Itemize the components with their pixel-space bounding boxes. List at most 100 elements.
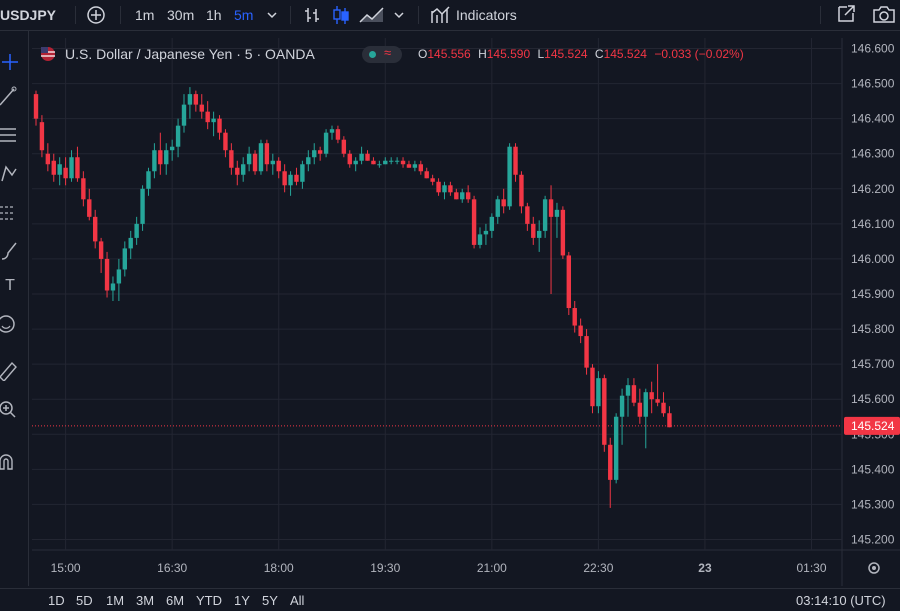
candle-body <box>365 153 370 161</box>
candle-body <box>394 160 400 162</box>
range-all[interactable]: All <box>290 593 305 608</box>
candle-body <box>400 160 406 165</box>
range-1y[interactable]: 1Y <box>234 593 250 608</box>
candle-body <box>122 248 127 270</box>
candle-body <box>590 367 595 407</box>
settings-icon[interactable] <box>868 562 880 574</box>
interval-1m[interactable]: 1m <box>135 7 155 23</box>
market-status-pill[interactable]: ≈ <box>362 45 402 63</box>
candle-body <box>258 143 264 172</box>
candle-body <box>643 392 648 417</box>
candle-body <box>51 160 56 175</box>
brush-icon[interactable] <box>0 239 20 261</box>
y-tick-label: 146.600 <box>851 42 895 56</box>
candle-body <box>323 132 329 154</box>
candle-body <box>424 171 429 179</box>
candle-body <box>294 174 299 182</box>
candle-body <box>566 255 571 309</box>
candle-body <box>625 385 631 396</box>
candle-body <box>631 385 637 403</box>
candle-style-icon[interactable] <box>331 4 351 26</box>
range-5d[interactable]: 5D <box>76 593 93 608</box>
candle-body <box>98 241 104 259</box>
candle-body <box>187 94 193 105</box>
interval-5m[interactable]: 5m <box>234 7 254 23</box>
high-key: H <box>478 47 487 61</box>
close-value: 145.524 <box>603 47 647 61</box>
candles <box>33 87 672 508</box>
candle-body <box>57 164 62 175</box>
range-6m[interactable]: 6M <box>166 593 185 608</box>
candle-body <box>602 378 607 445</box>
interval-30m[interactable]: 30m <box>167 7 195 23</box>
candle-body <box>489 216 495 231</box>
magnet-icon[interactable] <box>0 451 20 473</box>
divider <box>75 6 76 24</box>
candle-body <box>75 157 80 179</box>
candle-body <box>542 199 548 231</box>
camera-icon[interactable] <box>872 4 896 24</box>
range-3m[interactable]: 3M <box>136 593 155 608</box>
bar-style-icon[interactable] <box>302 5 322 25</box>
emoji-icon[interactable] <box>0 313 20 335</box>
range-5y[interactable]: 5Y <box>262 593 278 608</box>
plus-circle-icon[interactable] <box>86 5 106 25</box>
indicators-button[interactable]: Indicators <box>456 7 517 23</box>
candle-body <box>181 104 187 126</box>
divider <box>820 6 821 24</box>
fullscreen-icon[interactable] <box>836 4 856 24</box>
pattern-icon[interactable] <box>0 163 20 185</box>
area-style-icon[interactable] <box>359 5 385 25</box>
trendline-icon[interactable] <box>0 85 20 107</box>
divider <box>290 6 291 24</box>
fib-icon[interactable] <box>0 125 20 147</box>
chevron-down-icon[interactable] <box>393 9 405 21</box>
candle-body <box>412 164 418 168</box>
x-tick-label: 15:00 <box>51 561 81 575</box>
candle-body <box>134 223 139 238</box>
candle-body <box>169 146 175 151</box>
x-tick-label: 21:00 <box>477 561 507 575</box>
y-tick-label: 145.200 <box>851 532 895 546</box>
market-open-dot <box>369 51 376 58</box>
last-price-tag <box>844 416 900 435</box>
candle-body <box>554 209 560 217</box>
low-value: 145.524 <box>544 47 588 61</box>
change-value: −0.033 (−0.02%) <box>654 47 744 61</box>
range-1d[interactable]: 1D <box>48 593 65 608</box>
chevron-down-icon[interactable] <box>266 9 278 21</box>
indicators-icon[interactable] <box>430 5 452 25</box>
projection-icon[interactable] <box>0 201 20 223</box>
range-1m[interactable]: 1M <box>106 593 125 608</box>
candle-body <box>33 94 39 119</box>
candle-body <box>371 160 376 165</box>
top-toolbar: USDJPY 1m 30m 1h 5m Indicators <box>0 0 900 31</box>
candle-body <box>531 223 536 238</box>
y-tick-label: 146.000 <box>851 252 895 266</box>
text-icon[interactable]: T <box>5 277 15 294</box>
candle-body <box>619 395 625 417</box>
candle-body <box>655 399 660 403</box>
candle-body <box>436 181 441 193</box>
interval-1h[interactable]: 1h <box>206 7 222 23</box>
candle-body <box>229 150 234 168</box>
range-ytd[interactable]: YTD <box>196 593 222 608</box>
candle-body <box>211 118 216 123</box>
candle-body <box>406 164 412 168</box>
x-tick-label: 23 <box>698 561 712 575</box>
zoom-icon[interactable] <box>0 399 20 421</box>
x-tick-label: 16:30 <box>157 561 187 575</box>
candle-body <box>81 178 86 200</box>
y-tick-label: 146.300 <box>851 147 895 161</box>
candle-body <box>87 199 92 217</box>
ruler-icon[interactable] <box>0 359 20 381</box>
utc-clock[interactable]: 03:14:10 (UTC) <box>796 593 886 608</box>
y-tick-label: 145.900 <box>851 287 895 301</box>
candle-body <box>347 153 352 165</box>
x-tick-label: 22:30 <box>583 561 613 575</box>
crosshair-icon[interactable] <box>0 51 20 73</box>
symbol-search-button[interactable]: USDJPY <box>0 7 57 23</box>
candle-body <box>45 153 51 165</box>
candle-body <box>465 192 471 200</box>
